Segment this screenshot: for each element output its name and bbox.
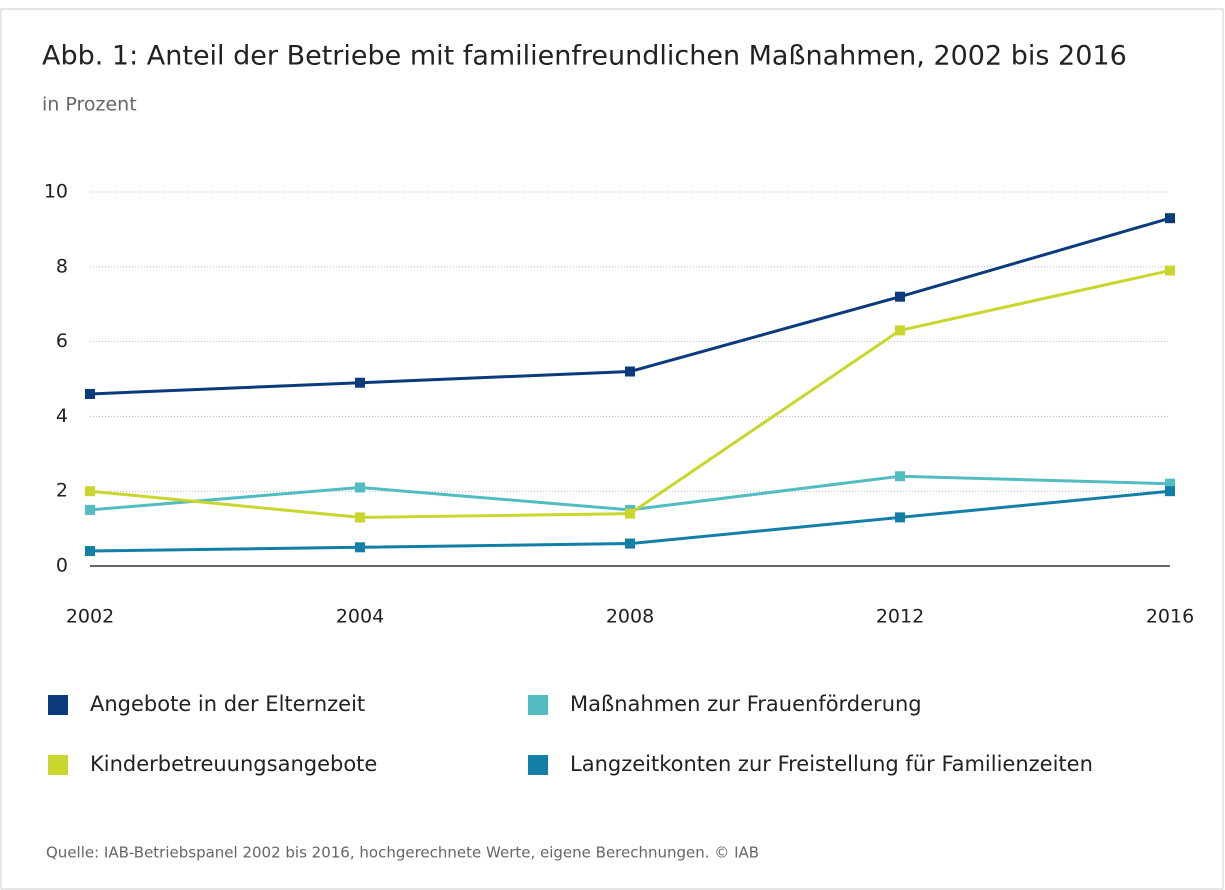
data-point <box>85 486 95 497</box>
source-note: Quelle: IAB-Betriebspanel 2002 bis 2016,… <box>46 844 759 862</box>
legend-label: Langzeitkonten zur Freistellung für Fami… <box>570 752 1093 776</box>
data-point <box>1165 265 1175 276</box>
x-tick-label: 2002 <box>66 606 114 628</box>
legend-swatch <box>48 695 68 715</box>
data-point <box>895 325 905 336</box>
y-tick-label: 8 <box>56 255 68 277</box>
legend-swatch <box>528 755 548 775</box>
chart-subtitle: in Prozent <box>42 94 137 116</box>
data-point <box>85 504 95 515</box>
data-point <box>85 388 95 399</box>
data-point <box>895 471 905 482</box>
data-point <box>1165 478 1175 489</box>
x-tick-label: 2012 <box>876 606 924 628</box>
legend-label: Kinderbetreuungsangebote <box>90 752 377 776</box>
data-point <box>355 512 365 523</box>
data-point <box>355 377 365 388</box>
chart-title: Abb. 1: Anteil der Betriebe mit familien… <box>42 41 1127 72</box>
data-point <box>625 538 635 549</box>
legend-label: Angebote in der Elternzeit <box>90 692 365 716</box>
data-point <box>355 482 365 493</box>
data-point <box>355 542 365 553</box>
x-tick-label: 2016 <box>1146 606 1194 628</box>
legend-swatch <box>528 695 548 715</box>
y-tick-label: 4 <box>56 405 68 427</box>
y-tick-label: 10 <box>44 181 68 203</box>
data-point <box>625 366 635 377</box>
data-point <box>85 546 95 557</box>
data-point <box>895 291 905 302</box>
y-tick-label: 2 <box>56 480 68 502</box>
y-tick-label: 0 <box>56 555 68 577</box>
frame <box>0 8 1224 890</box>
x-tick-label: 2004 <box>336 606 384 628</box>
data-point <box>1165 486 1175 497</box>
data-point <box>1165 213 1175 224</box>
data-point <box>895 512 905 523</box>
legend-swatch <box>48 755 68 775</box>
x-tick-label: 2008 <box>606 606 654 628</box>
y-tick-label: 6 <box>56 330 68 352</box>
legend-label: Maßnahmen zur Frauenförderung <box>570 692 922 716</box>
data-point <box>625 508 635 519</box>
